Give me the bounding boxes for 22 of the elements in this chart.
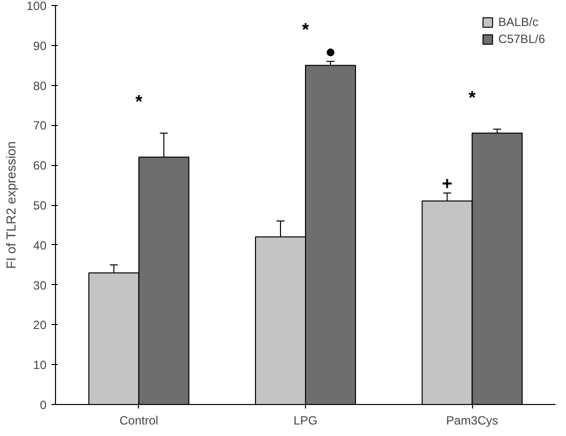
y-tick-label: 100	[26, 0, 47, 13]
annotation: ●	[325, 41, 336, 62]
y-tick-label: 60	[33, 158, 47, 173]
y-tick-label: 10	[33, 358, 47, 372]
annotation: *	[302, 19, 310, 40]
annotation: *	[135, 91, 142, 112]
y-tick-label: 40	[33, 238, 47, 252]
y-tick-label: 70	[33, 118, 47, 133]
y-axis-title: FI of TLR2 expression	[3, 141, 18, 269]
y-tick-label: 0	[40, 398, 47, 412]
y-tick-label: 90	[33, 38, 47, 53]
x-tick-label: Control	[119, 414, 158, 428]
annotation: *	[468, 87, 476, 108]
x-tick-label: Pam3Cys	[446, 414, 498, 428]
legend-label: BALB/c	[498, 15, 538, 29]
y-tick-label: 20	[33, 318, 47, 332]
y-tick-label: 30	[33, 278, 47, 292]
legend-label: C57BL/6	[498, 32, 545, 46]
x-tick-label: LPG	[293, 414, 318, 428]
y-tick-label: 80	[33, 78, 47, 93]
y-tick-label: 50	[33, 198, 47, 212]
annotation: +	[442, 174, 452, 194]
